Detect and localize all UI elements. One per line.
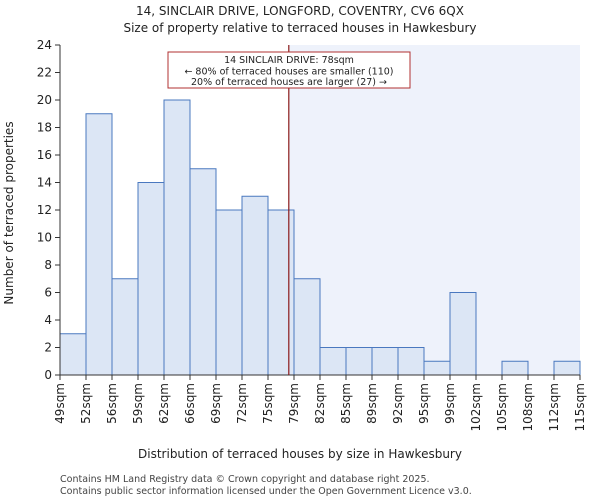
x-tick-label-108sqm: 108sqm <box>521 383 535 431</box>
bar-52sqm <box>85 113 113 376</box>
x-tick-label-105sqm: 105sqm <box>495 383 509 431</box>
x-tick-label-69sqm: 69sqm <box>209 383 223 424</box>
x-tick-label-112sqm: 112sqm <box>547 383 561 431</box>
highlight-region <box>288 45 580 375</box>
y-tick-label-22: 22 <box>37 66 52 80</box>
x-axis-label: Distribution of terraced houses by size … <box>138 447 462 461</box>
x-tick-label-89sqm: 89sqm <box>365 383 379 424</box>
x-tick-label-56sqm: 56sqm <box>105 383 119 424</box>
bar-59sqm <box>137 182 165 376</box>
bar-66sqm <box>189 168 217 376</box>
x-tick-label-62sqm: 62sqm <box>157 383 171 424</box>
x-tick-label-49sqm: 49sqm <box>53 383 67 424</box>
bar-49sqm <box>59 333 87 376</box>
x-tick-label-115sqm: 115sqm <box>573 383 587 431</box>
y-tick-label-8: 8 <box>44 258 52 272</box>
bar-69sqm <box>215 209 243 376</box>
y-tick-label-16: 16 <box>37 148 52 162</box>
y-tick-label-12: 12 <box>37 203 52 217</box>
x-tick-label-59sqm: 59sqm <box>131 383 145 424</box>
bar-72sqm <box>241 195 269 376</box>
bar-112sqm <box>553 360 581 376</box>
x-tick-label-79sqm: 79sqm <box>287 383 301 424</box>
y-tick-label-14: 14 <box>37 176 52 190</box>
y-tick-label-18: 18 <box>37 121 52 135</box>
bar-89sqm <box>371 347 399 376</box>
y-tick-label-2: 2 <box>44 341 52 355</box>
x-tick-label-95sqm: 95sqm <box>417 383 431 424</box>
y-tick-label-0: 0 <box>44 368 52 382</box>
bar-62sqm <box>163 99 191 376</box>
x-tick-label-85sqm: 85sqm <box>339 383 353 424</box>
bar-99sqm <box>449 292 477 376</box>
y-tick-label-24: 24 <box>37 38 52 52</box>
chart-title: 14, SINCLAIR DRIVE, LONGFORD, COVENTRY, … <box>136 4 464 18</box>
x-tick-label-75sqm: 75sqm <box>261 383 275 424</box>
annotation-title: 14 SINCLAIR DRIVE: 78sqm <box>224 55 354 66</box>
x-tick-label-52sqm: 52sqm <box>79 383 93 424</box>
bar-105sqm <box>501 360 529 376</box>
x-tick-label-102sqm: 102sqm <box>469 383 483 431</box>
annotation-larger: 20% of terraced houses are larger (27) → <box>191 77 387 88</box>
y-tick-label-20: 20 <box>37 93 52 107</box>
y-axis-label: Number of terraced properties <box>2 121 16 304</box>
chart-subtitle: Size of property relative to terraced ho… <box>123 21 476 35</box>
bar-56sqm <box>111 278 139 376</box>
y-tick-label-4: 4 <box>44 313 52 327</box>
y-tick-label-10: 10 <box>37 231 52 245</box>
x-tick-label-66sqm: 66sqm <box>183 383 197 424</box>
y-tick-label-6: 6 <box>44 286 52 300</box>
x-tick-label-82sqm: 82sqm <box>313 383 327 424</box>
annotation-smaller: ← 80% of terraced houses are smaller (11… <box>184 67 393 78</box>
bar-75sqm <box>267 209 295 376</box>
bar-79sqm <box>293 278 321 376</box>
x-tick-label-92sqm: 92sqm <box>391 383 405 424</box>
bar-85sqm <box>345 347 373 376</box>
annotation-box <box>167 51 411 89</box>
bar-95sqm <box>423 360 451 376</box>
footer-line-1: Contains HM Land Registry data © Crown c… <box>60 474 430 485</box>
x-tick-label-72sqm: 72sqm <box>235 383 249 424</box>
bar-82sqm <box>319 347 347 376</box>
bar-92sqm <box>397 347 425 376</box>
footer-line-2: Contains public sector information licen… <box>60 486 472 497</box>
x-tick-label-99sqm: 99sqm <box>443 383 457 424</box>
